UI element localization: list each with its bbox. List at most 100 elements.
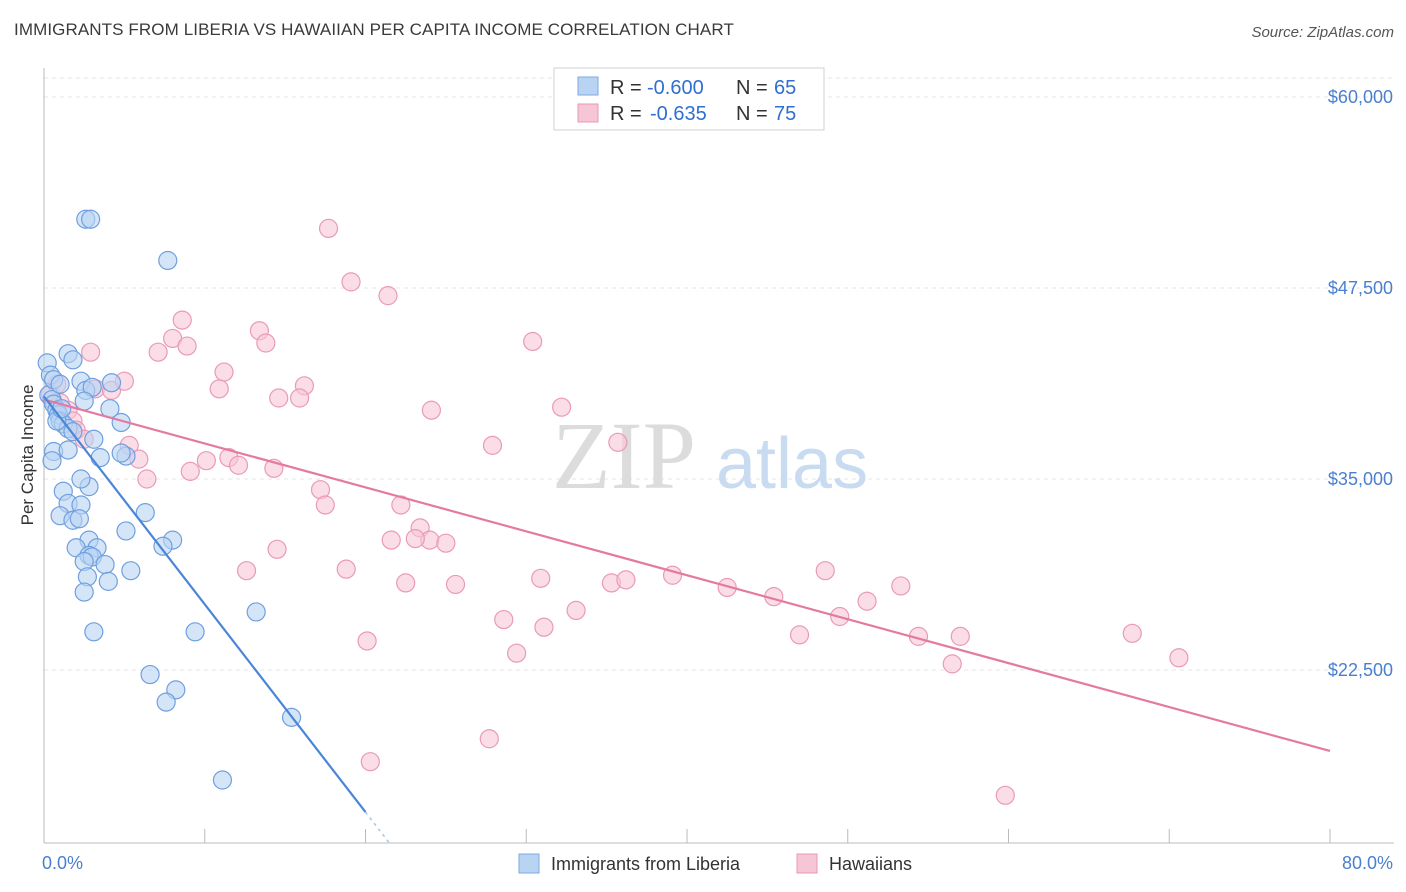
liberia-point [58,440,78,460]
watermark: ZIP atlas [552,402,868,509]
liberia-point [246,602,266,622]
hawaiian-point [479,729,499,749]
liberia-point [84,622,104,642]
correlation-legend: R = -0.600 N = 65 R = -0.635 N = 75 [553,67,825,131]
hawaiian-point [269,388,289,408]
gridlines [44,77,1394,671]
hawaiian-point [566,600,586,621]
hawaiian-point [523,331,543,352]
liberia-point [74,391,94,411]
hawaiian-point [995,785,1015,805]
hawaiian-point [236,561,257,581]
legend-box [553,67,825,131]
series-hawaiians [40,218,1189,805]
liberia-point [81,209,101,229]
liberia-point [74,582,94,602]
x-axis-ticks [43,829,1331,843]
trend-line-hawaiian [43,398,1331,753]
hawaiian-point [552,397,572,417]
hawaiian-point [494,609,514,630]
hawaiian-point [378,286,398,306]
hawaiian-point [950,626,970,646]
hawaiian-point [209,379,229,399]
hawaiian-point [180,461,200,481]
x-tick-label-max: 80.0% [1342,853,1393,873]
hawaiian-point [789,625,810,645]
hawaiian-point [137,469,157,489]
liberia-point [135,503,155,523]
hawaiian-point [421,400,442,420]
hawaiian-point [405,528,425,549]
hawaiian-point [318,218,339,239]
trend-lines [43,395,1331,844]
liberia-point [212,770,233,790]
legend-r-value-hawaiian: -0.635 [650,103,707,125]
hawaiian-point [534,617,554,637]
y-tick-label: $35,000 [1328,469,1393,489]
hawaiian-point [336,559,356,579]
liberia-point [84,429,104,449]
legend-swatch-hawaiian [577,103,599,123]
hawaiian-point [1122,623,1142,643]
hawaiian-point [267,539,287,559]
liberia-point [63,350,83,370]
hawaiian-point [357,631,377,651]
y-axis-label: Per Capita Income [18,385,37,526]
y-tick-label: $47,500 [1328,278,1393,298]
hawaiian-point [381,530,401,550]
hawaiian-point [891,576,911,596]
liberia-point [185,622,205,642]
legend-r-value-liberia: -0.600 [647,77,704,99]
liberia-point [50,374,70,394]
trend-line-liberia-extension [364,811,391,844]
hawaiian-point [228,455,249,475]
hawaiian-point [341,272,361,292]
liberia-point [71,469,91,489]
legend-r-label-liberia: R = [610,77,642,99]
trend-line-liberia [43,395,367,813]
hawaiian-point [717,577,737,598]
hawaiian-point [81,342,101,362]
hawaiian-point [616,570,636,590]
source-credit: Source: ZipAtlas.com [1251,24,1394,41]
hawaiian-point [214,362,234,382]
hawaiian-point [815,561,835,581]
legend-swatch-liberia [577,76,599,96]
bottom-legend-label-hawaiian: Hawaiians [829,854,912,874]
liberia-point [90,448,110,468]
chart-title: IMMIGRANTS FROM LIBERIA VS HAWAIIAN PER … [14,20,734,39]
hawaiian-point [315,495,335,515]
series-liberia [37,209,302,790]
hawaiian-point [172,310,192,330]
legend-n-value-hawaiian: 75 [774,103,796,125]
y-tick-label: $22,500 [1328,660,1393,680]
legend-n-label-liberia: N = [736,77,768,99]
hawaiian-point [531,568,551,588]
hawaiian-point [1169,648,1189,668]
hawaiian-point [256,333,276,353]
hawaiian-point [396,573,416,593]
series-legend: Immigrants from Liberia Hawaiians [518,853,912,874]
watermark-zip: ZIP [552,402,696,509]
legend-n-value-liberia: 65 [774,77,796,99]
hawaiian-point [942,654,962,674]
liberia-point [69,509,89,529]
y-tick-labels: $22,500 $35,000 $47,500 $60,000 [1328,87,1393,680]
hawaiian-point [482,435,503,455]
liberia-point [140,664,160,685]
liberia-point [156,692,176,712]
hawaiian-point [445,574,466,595]
hawaiian-point [177,336,197,356]
liberia-point [101,373,122,393]
hawaiian-point [148,342,168,362]
hawaiian-point [857,591,877,611]
liberia-point [95,554,115,575]
hawaiian-point [507,643,527,663]
liberia-point [116,521,136,541]
liberia-point [111,443,131,463]
liberia-point [153,536,173,556]
hawaiian-point [196,451,216,471]
bottom-legend-label-liberia: Immigrants from Liberia [551,854,741,874]
legend-n-label-hawaiian: N = [736,103,768,125]
